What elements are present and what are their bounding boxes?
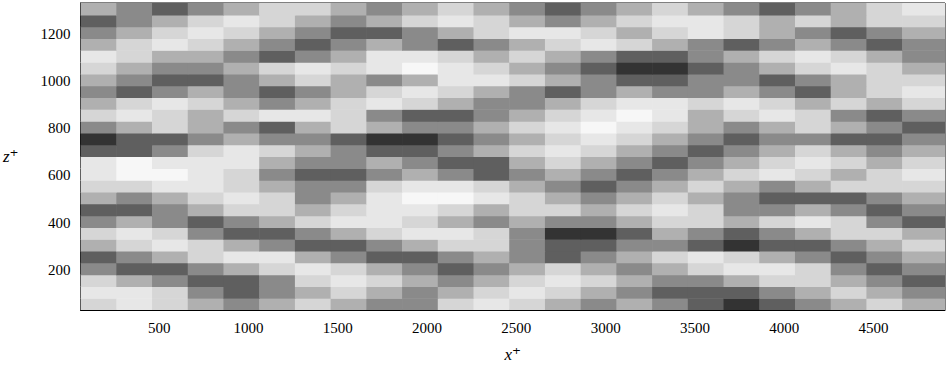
svg-text:x⁺: x⁺ [504, 345, 522, 364]
svg-text:2500: 2500 [501, 320, 531, 336]
svg-text:2000: 2000 [412, 320, 442, 336]
svg-text:400: 400 [48, 215, 71, 231]
svg-text:500: 500 [148, 320, 171, 336]
svg-text:600: 600 [48, 167, 71, 183]
svg-text:200: 200 [48, 262, 71, 278]
svg-text:1500: 1500 [323, 320, 353, 336]
svg-text:800: 800 [48, 120, 71, 136]
svg-text:1000: 1000 [233, 320, 263, 336]
svg-text:3000: 3000 [591, 320, 621, 336]
svg-text:4500: 4500 [859, 320, 889, 336]
svg-text:1000: 1000 [41, 73, 71, 89]
svg-text:3500: 3500 [680, 320, 710, 336]
svg-text:1200: 1200 [41, 26, 71, 42]
svg-text:4000: 4000 [769, 320, 799, 336]
svg-text:z⁺: z⁺ [2, 147, 19, 166]
